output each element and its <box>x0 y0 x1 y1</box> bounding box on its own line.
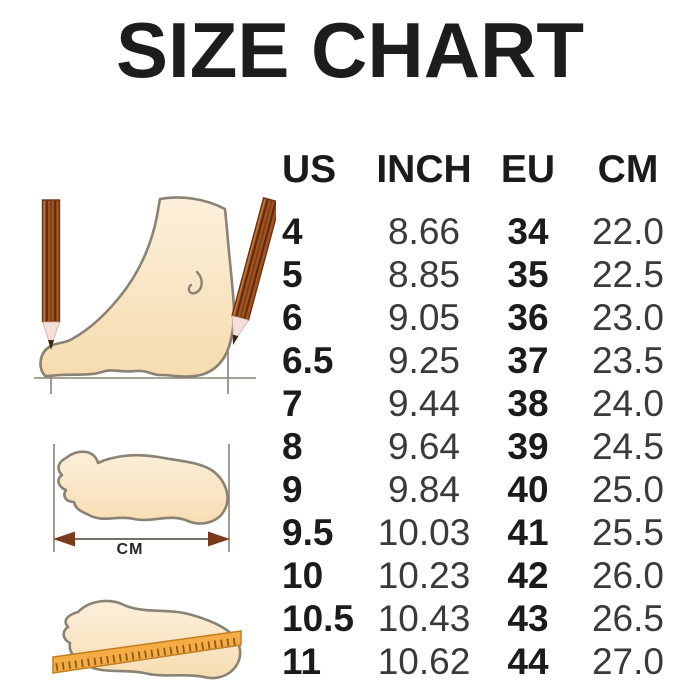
pencil-icon <box>223 196 276 349</box>
table-cell: 8.85 <box>387 253 460 295</box>
table-cell: 4 <box>282 210 303 252</box>
table-cell: 25.0 <box>591 468 664 510</box>
foot-side-outline <box>39 196 236 378</box>
table-row: 6 9.05 36 23.0 <box>276 296 686 339</box>
table-cell: 6 <box>282 296 303 338</box>
table-cell: 22.5 <box>591 253 664 295</box>
table-row: 9 9.84 40 25.0 <box>276 468 686 511</box>
table-cell: 40 <box>507 468 549 510</box>
size-table-body: 4 8.66 34 22.0 5 8.85 35 22.5 6 9.05 36 23.0 6.5 9.25… <box>276 210 686 683</box>
table-cell: 36 <box>507 296 549 338</box>
size-table-header: US INCH EU CM <box>276 148 686 192</box>
table-cell: 10.03 <box>377 511 471 553</box>
table-row: 5 8.85 35 22.5 <box>276 253 686 296</box>
table-cell: 26.0 <box>591 554 664 596</box>
table-cell: 9.84 <box>387 468 460 510</box>
table-cell: 38 <box>507 382 549 424</box>
table-cell: 10.23 <box>377 554 471 596</box>
column-header-eu: EU <box>500 148 556 191</box>
table-cell: 8.66 <box>387 210 460 252</box>
table-cell: 10.5 <box>282 597 355 639</box>
pencil-icon <box>41 199 61 351</box>
table-cell: 11 <box>282 640 322 682</box>
column-header-cm: CM <box>597 148 659 191</box>
table-cell: 26.5 <box>591 597 664 639</box>
table-cell: 9.64 <box>387 425 460 467</box>
ankle-mark <box>187 270 203 295</box>
table-cell: 23.5 <box>591 339 664 381</box>
cm-arrow <box>53 531 230 547</box>
table-cell: 9.5 <box>282 511 334 553</box>
table-cell: 10 <box>282 554 324 596</box>
table-cell: 8 <box>282 425 303 467</box>
table-row: 11 10.62 44 27.0 <box>276 640 686 683</box>
table-cell: 22.0 <box>591 210 664 252</box>
footprint-length-illustration <box>53 444 230 552</box>
table-row: 8 9.64 39 24.5 <box>276 425 686 468</box>
ruler-icon <box>52 630 242 674</box>
table-cell: 10.62 <box>377 640 471 682</box>
table-cell: 43 <box>507 597 549 639</box>
table-cell: 10.43 <box>377 597 471 639</box>
cm-arrow-label: CM <box>116 541 144 558</box>
page-title: SIZE CHART <box>116 6 584 94</box>
table-cell: 27.0 <box>591 640 664 682</box>
footprint-outline <box>57 450 229 525</box>
table-cell: 9.25 <box>387 339 460 381</box>
table-row: 9.5 10.03 41 25.5 <box>276 511 686 554</box>
table-cell: 7 <box>282 382 303 424</box>
table-cell: 34 <box>507 210 549 252</box>
foot-measure-illustration <box>34 196 276 394</box>
table-cell: 5 <box>282 253 303 295</box>
table-cell: 24.5 <box>591 425 664 467</box>
size-table: US INCH EU CM 4 8.66 34 22.0 5 8.85 35 22.5 6 9.0… <box>276 148 686 683</box>
table-cell: 23.0 <box>591 296 664 338</box>
table-cell: 44 <box>507 640 549 682</box>
table-cell: 39 <box>507 425 549 467</box>
table-row: 4 8.66 34 22.0 <box>276 210 686 253</box>
table-cell: 42 <box>507 554 549 596</box>
table-cell: 9.05 <box>387 296 460 338</box>
table-cell: 9.44 <box>387 382 460 424</box>
table-cell: 25.5 <box>591 511 664 553</box>
column-header-inch: INCH <box>376 148 472 191</box>
table-row: 7 9.44 38 24.0 <box>276 382 686 425</box>
table-cell: 35 <box>507 253 549 295</box>
table-cell: 41 <box>507 511 549 553</box>
table-cell: 9 <box>282 468 303 510</box>
table-row: 6.5 9.25 37 23.5 <box>276 339 686 382</box>
table-cell: 24.0 <box>591 382 664 424</box>
table-row: 10.5 10.43 43 26.5 <box>276 597 686 640</box>
footprint-ruler-illustration <box>52 599 242 680</box>
table-row: 10 10.23 42 26.0 <box>276 554 686 597</box>
table-cell: 6.5 <box>282 339 334 381</box>
table-cell: 37 <box>507 339 549 381</box>
column-header-us: US <box>282 148 337 191</box>
